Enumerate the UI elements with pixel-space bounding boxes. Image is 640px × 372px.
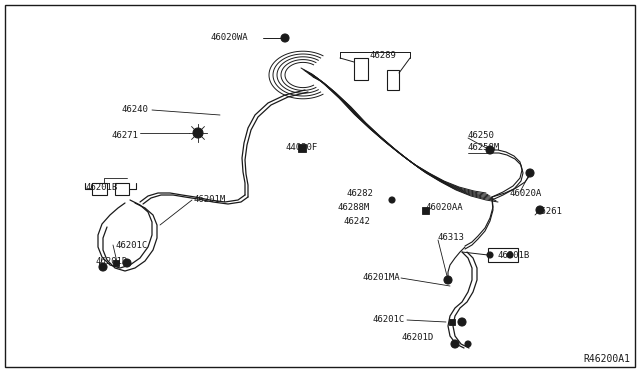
- Bar: [298, 144, 306, 152]
- Circle shape: [487, 252, 493, 258]
- Text: 46020AA: 46020AA: [425, 203, 463, 212]
- Text: 46240: 46240: [121, 106, 148, 115]
- Text: 46201D: 46201D: [402, 334, 434, 343]
- Text: 46313: 46313: [438, 234, 465, 243]
- Circle shape: [465, 341, 471, 347]
- Bar: [115, 183, 129, 195]
- Circle shape: [526, 169, 534, 177]
- Bar: [387, 70, 399, 90]
- Bar: [354, 58, 368, 80]
- Text: 46258M: 46258M: [468, 144, 500, 153]
- Circle shape: [193, 128, 203, 138]
- Text: 46289: 46289: [370, 51, 397, 60]
- Text: 46201C: 46201C: [372, 315, 405, 324]
- Text: 46020WA: 46020WA: [211, 33, 248, 42]
- Bar: [449, 319, 455, 325]
- Text: 44020F: 44020F: [285, 144, 317, 153]
- Text: 46201B: 46201B: [498, 250, 531, 260]
- Text: 46201M: 46201M: [193, 196, 225, 205]
- Text: 46271: 46271: [111, 131, 138, 140]
- Text: 46201MA: 46201MA: [362, 273, 400, 282]
- Circle shape: [458, 318, 466, 326]
- Bar: [113, 260, 119, 266]
- Text: 46282: 46282: [346, 189, 373, 198]
- Circle shape: [281, 34, 289, 42]
- Circle shape: [451, 340, 459, 348]
- Bar: [92, 183, 107, 195]
- Circle shape: [444, 276, 452, 284]
- Text: R46200A1: R46200A1: [583, 354, 630, 364]
- Text: 46261: 46261: [535, 208, 562, 217]
- Circle shape: [389, 197, 395, 203]
- Text: 46201C: 46201C: [115, 241, 147, 250]
- Bar: [422, 206, 429, 214]
- Text: 46020A: 46020A: [510, 189, 542, 198]
- Circle shape: [536, 206, 544, 214]
- Bar: [488, 248, 518, 262]
- Text: 46288M: 46288M: [338, 203, 370, 212]
- Circle shape: [486, 146, 494, 154]
- Text: 46201D: 46201D: [95, 257, 127, 266]
- Text: 46250: 46250: [468, 131, 495, 140]
- Circle shape: [507, 252, 513, 258]
- Text: 46242: 46242: [343, 218, 370, 227]
- Circle shape: [123, 259, 131, 267]
- Circle shape: [99, 263, 107, 271]
- Text: 46201B: 46201B: [85, 183, 117, 192]
